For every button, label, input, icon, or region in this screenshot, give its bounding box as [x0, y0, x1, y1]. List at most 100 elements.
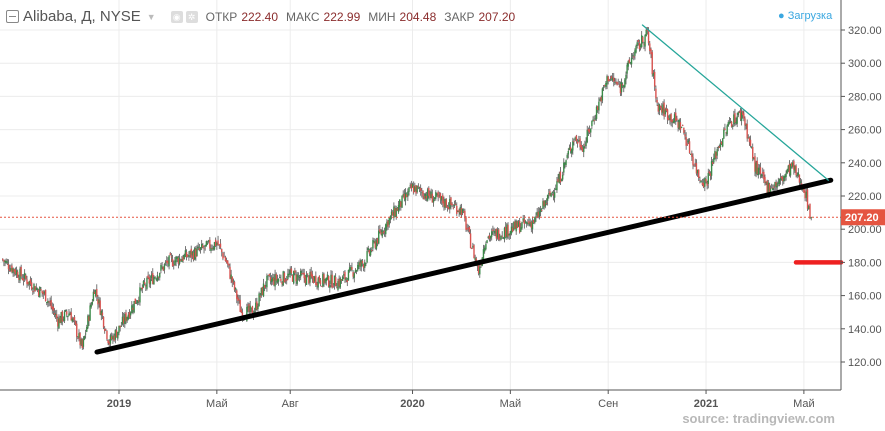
- candle-body: [437, 191, 439, 198]
- candle-body: [273, 277, 275, 285]
- candle-body: [580, 144, 582, 150]
- candle-body: [739, 110, 742, 119]
- candle-body: [426, 189, 429, 201]
- candle-body: [134, 298, 137, 304]
- candle-body: [230, 274, 232, 279]
- candle-body: [773, 186, 775, 188]
- candle-body: [522, 218, 524, 221]
- candle-body: [719, 143, 722, 148]
- candle-body: [780, 176, 783, 179]
- candle-body: [587, 129, 590, 132]
- candle-body: [595, 106, 598, 119]
- candle-body: [794, 166, 796, 172]
- candle-body: [793, 160, 795, 170]
- candle-body: [536, 211, 538, 216]
- candle-body: [617, 82, 619, 84]
- candle-body: [579, 138, 581, 148]
- candle-body: [156, 275, 159, 281]
- candle-body: [225, 260, 228, 263]
- price-tick-label: 180.00: [848, 257, 882, 269]
- candle-body: [687, 140, 690, 143]
- candle-body: [106, 330, 108, 340]
- candle-body: [588, 129, 591, 133]
- close-value: 207.20: [478, 9, 516, 24]
- candle-body: [718, 146, 721, 148]
- candle-body: [332, 286, 335, 288]
- candle-body: [548, 193, 550, 195]
- candle-body: [291, 275, 294, 282]
- eye-icon[interactable]: ◉: [170, 10, 183, 23]
- candle-body: [477, 264, 480, 274]
- candle-body: [770, 187, 773, 189]
- candle-body: [112, 335, 114, 340]
- candle-body: [393, 206, 395, 218]
- candle-body: [240, 309, 242, 313]
- candle-body: [119, 325, 121, 328]
- candle-body: [604, 84, 606, 86]
- candle-body: [456, 205, 458, 215]
- candle-body: [712, 162, 714, 165]
- candle-body: [108, 341, 110, 345]
- candle-body: [778, 179, 781, 185]
- candle-body: [204, 244, 206, 247]
- candle-body: [372, 240, 374, 249]
- candle-body: [18, 278, 20, 280]
- candle-body: [101, 312, 104, 316]
- price-tick-label: 160.00: [848, 291, 882, 303]
- candle-body: [766, 180, 768, 194]
- candle-body: [382, 231, 385, 234]
- candle-body: [86, 327, 88, 332]
- candle-body: [615, 81, 617, 83]
- price-tick-label: 300.00: [848, 58, 882, 70]
- candle-body: [515, 220, 517, 232]
- candle-body: [78, 333, 80, 338]
- candle-body: [30, 282, 33, 290]
- candle-body: [686, 143, 688, 145]
- candle-body: [113, 335, 115, 341]
- gear-icon[interactable]: ✲: [185, 10, 198, 23]
- candle-body: [723, 129, 725, 139]
- candle-body: [197, 246, 199, 249]
- candle-body: [40, 289, 42, 291]
- candle-body: [121, 316, 124, 325]
- candle-body: [183, 254, 185, 260]
- candle-body: [92, 291, 95, 302]
- candle-body: [510, 226, 513, 234]
- candle-body: [650, 49, 652, 55]
- candle-body: [352, 272, 354, 277]
- candle-body: [798, 174, 801, 183]
- candle-body: [810, 217, 812, 219]
- candle-body: [87, 315, 89, 328]
- symbol-title[interactable]: Alibaba, Д, NYSE: [23, 8, 141, 25]
- candle-body: [59, 317, 61, 323]
- candle-body: [293, 271, 295, 284]
- candle-body: [70, 312, 72, 321]
- candle-body: [383, 231, 386, 233]
- candle-body: [366, 251, 368, 263]
- candle-body: [613, 77, 615, 82]
- candle-body: [543, 200, 545, 206]
- candle-body: [419, 188, 422, 191]
- chevron-down-icon[interactable]: ▼: [146, 11, 156, 22]
- candle-body: [444, 198, 446, 208]
- collapse-icon[interactable]: [6, 10, 19, 23]
- candle-body: [69, 313, 71, 315]
- candle-body: [430, 191, 432, 198]
- candle-body: [15, 270, 18, 275]
- candle-body: [394, 207, 396, 217]
- candle-body: [658, 104, 661, 111]
- candle-body: [468, 226, 471, 232]
- candle-body: [128, 312, 131, 318]
- candle-body: [371, 250, 373, 251]
- candle-body: [749, 139, 752, 146]
- candle-body: [591, 121, 593, 127]
- candle-body: [550, 193, 552, 197]
- candle-body: [260, 287, 263, 296]
- candle-body: [302, 273, 304, 274]
- candle-body: [553, 191, 556, 198]
- candle-body: [329, 285, 331, 288]
- candle-body: [496, 229, 499, 238]
- time-tick-label: 2019: [107, 398, 131, 410]
- candle-body: [330, 274, 332, 284]
